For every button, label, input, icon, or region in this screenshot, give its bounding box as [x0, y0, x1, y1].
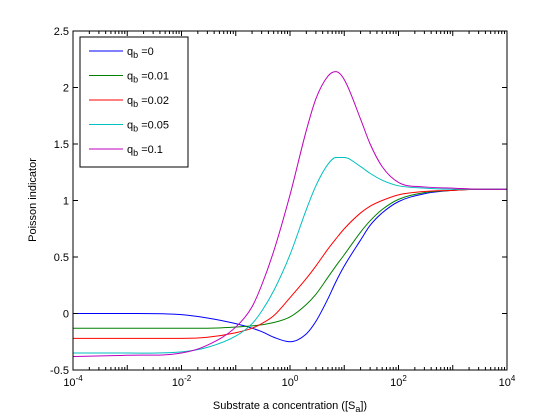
- legend-label-4: qb =0.1: [127, 144, 163, 158]
- x-axis: 10-4 10-2 100 102 104: [63, 31, 516, 389]
- x-tick-label: 10-2: [172, 374, 192, 389]
- y-axis-label: Poisson indicator: [27, 158, 39, 242]
- legend-label-1: qb =0.01: [127, 71, 169, 85]
- series-line-4: [72, 71, 507, 357]
- y-tick-label: 2: [63, 83, 69, 95]
- series-line-2: [73, 188, 507, 339]
- series-group: [72, 71, 507, 357]
- y-tick-label: 0: [63, 309, 69, 321]
- x-tick-label: 104: [499, 374, 516, 389]
- y-axis: -0.5 0 0.5 1 1.5 2 2.5: [50, 26, 507, 377]
- series-line-1: [72, 188, 507, 329]
- x-tick-label: 100: [282, 374, 299, 389]
- series-line-0: [73, 188, 507, 343]
- legend-label-3: qb =0.05: [127, 120, 169, 134]
- y-tick-label: -0.5: [50, 365, 69, 377]
- y-tick-label: 0.5: [54, 252, 69, 264]
- legend-label-0: qb =0: [127, 46, 154, 60]
- legend-box: [79, 36, 189, 168]
- legend-label-2: qb =0.02: [127, 95, 169, 109]
- series-line-3: [72, 157, 507, 354]
- legend: qb =0 qb =0.01 qb =0.02 qb =0.05 qb =0.1: [79, 36, 189, 168]
- x-tick-label: 10-4: [63, 374, 83, 389]
- y-tick-label: 1: [63, 196, 69, 208]
- y-tick-label: 2.5: [54, 26, 69, 38]
- x-axis-label: Substrate a concentration ([Sa]): [213, 400, 367, 414]
- x-tick-label: 102: [390, 374, 407, 389]
- y-tick-label: 1.5: [54, 139, 69, 151]
